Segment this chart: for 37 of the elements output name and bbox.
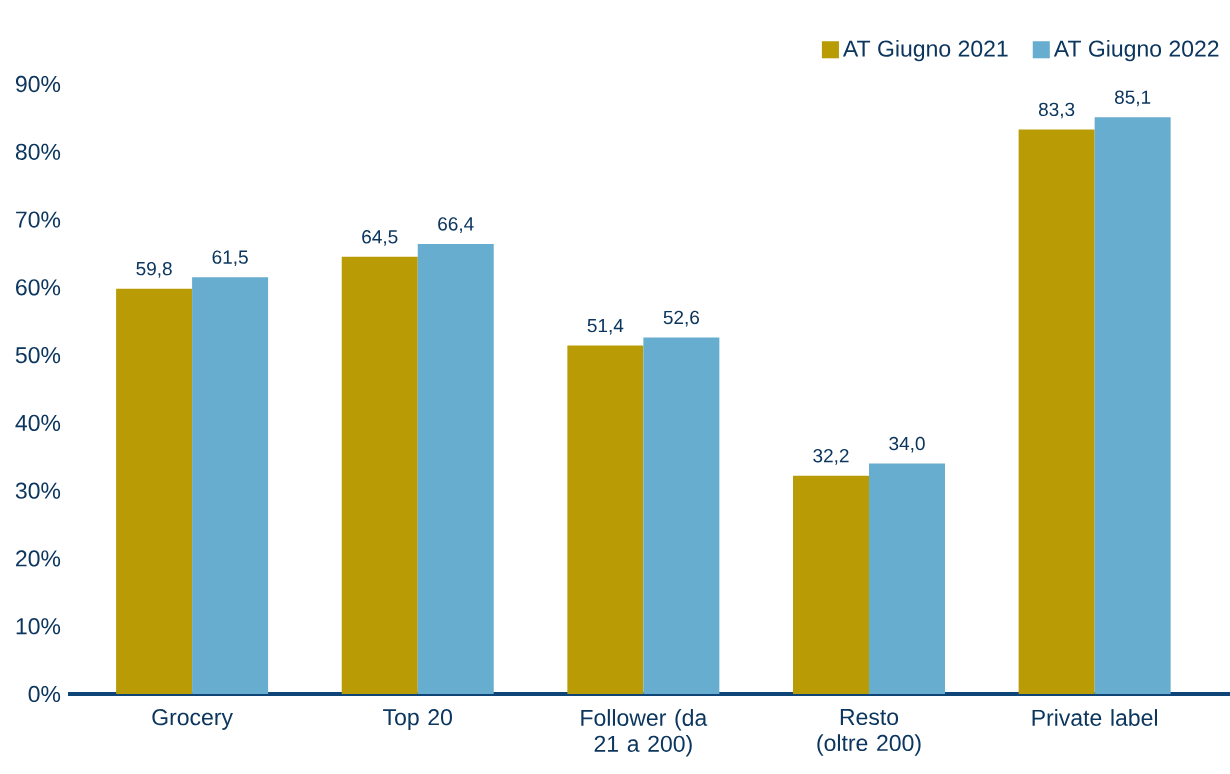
bar (341, 256, 418, 694)
bar (869, 463, 946, 694)
y-tick-label: 60% (16, 279, 61, 296)
bar (192, 277, 269, 694)
bar (567, 345, 644, 694)
bar (116, 288, 193, 694)
x-tick-label: Follower (da 21 a 200) (581, 709, 708, 757)
legend-label: AT Giugno 2021 (842, 39, 1008, 62)
data-label: 52,6 (663, 310, 700, 327)
x-tick-label: Resto (oltre 200) (817, 709, 921, 756)
y-tick-label: 90% (15, 75, 61, 93)
data-label: 83,3 (1038, 102, 1075, 119)
x-tick-label: Top 20 (383, 709, 452, 730)
y-tick-label: 0% (28, 685, 61, 703)
y-tick-label: 40% (15, 414, 61, 432)
y-tick-label: 50% (15, 346, 61, 364)
y-tick-label: 70% (16, 211, 61, 228)
bar (417, 243, 494, 694)
bar (1018, 129, 1095, 694)
data-label: 59,8 (136, 261, 172, 278)
bar (1094, 117, 1171, 694)
x-tick-label: Grocery (152, 709, 233, 730)
y-tick-label: 30% (15, 482, 61, 499)
data-label: 64,5 (362, 230, 398, 246)
y-tick-label: 80% (15, 143, 61, 160)
data-label: 61,5 (212, 250, 248, 267)
bar (793, 475, 869, 694)
data-label: 32,2 (813, 448, 849, 465)
data-label: 85,1 (1114, 90, 1151, 107)
y-tick-label: 20% (16, 550, 61, 567)
legend-label: AT Giugno 2022 (1053, 39, 1219, 62)
x-tick-label: Private label (1032, 709, 1157, 726)
data-label: 51,4 (587, 319, 624, 335)
data-label: 66,4 (438, 217, 474, 233)
data-label: 34,0 (889, 436, 925, 453)
y-tick-label: 10% (16, 618, 61, 635)
bar (643, 337, 720, 694)
